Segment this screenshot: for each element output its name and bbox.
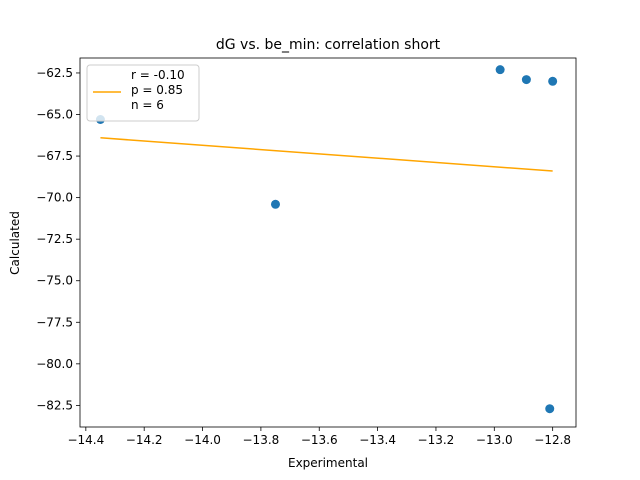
x-tick-label: −13.8 xyxy=(243,433,280,447)
y-tick-label: −70.0 xyxy=(36,191,73,205)
x-tick-label: −13.4 xyxy=(359,433,396,447)
chart-title: dG vs. be_min: correlation short xyxy=(216,37,441,53)
y-tick-label: −65.0 xyxy=(36,108,73,122)
x-axis-label: Experimental xyxy=(288,456,368,470)
fit-line xyxy=(100,137,553,172)
data-point-3 xyxy=(495,65,505,75)
y-tick-label: −82.5 xyxy=(36,398,73,412)
x-tick-label: −13.6 xyxy=(301,433,338,447)
y-axis: −62.5 −65.0 −67.5 −70.0 −72.5 −75.0 −77.5 −80.0… xyxy=(36,66,80,412)
legend: r = -0.10p = 0.85n = 6 xyxy=(86,64,200,122)
legend-text-line: p = 0.85 xyxy=(131,83,183,97)
data-point-2 xyxy=(270,199,280,209)
axes-frame xyxy=(79,57,577,428)
x-tick-label: −12.8 xyxy=(534,433,571,447)
x-tick-label: −13.0 xyxy=(476,433,513,447)
y-tick-label: −80.0 xyxy=(36,357,73,371)
x-axis: −14.4 −14.2 −14.0 −13.8 −13.6 −13.4 −13.2 −13.0… xyxy=(67,427,571,447)
legend-text-line: n = 6 xyxy=(131,98,164,112)
data-point-5 xyxy=(548,76,558,86)
data-point-4 xyxy=(521,75,531,85)
x-tick-label: −14.2 xyxy=(126,433,163,447)
y-tick-label: −62.5 xyxy=(36,66,73,80)
plot-area xyxy=(79,57,577,428)
x-tick-label: −14.0 xyxy=(184,433,221,447)
x-tick-label: −14.4 xyxy=(67,433,104,447)
y-tick-label: −72.5 xyxy=(36,232,73,246)
y-axis-label: Calculated xyxy=(8,211,22,275)
x-tick-label: −13.2 xyxy=(418,433,455,447)
y-tick-label: −67.5 xyxy=(36,149,73,163)
y-tick-label: −77.5 xyxy=(36,315,73,329)
legend-text-line: r = -0.10 xyxy=(131,68,185,82)
data-point-6 xyxy=(545,404,555,414)
y-tick-label: −75.0 xyxy=(36,274,73,288)
legend-box xyxy=(86,64,200,122)
